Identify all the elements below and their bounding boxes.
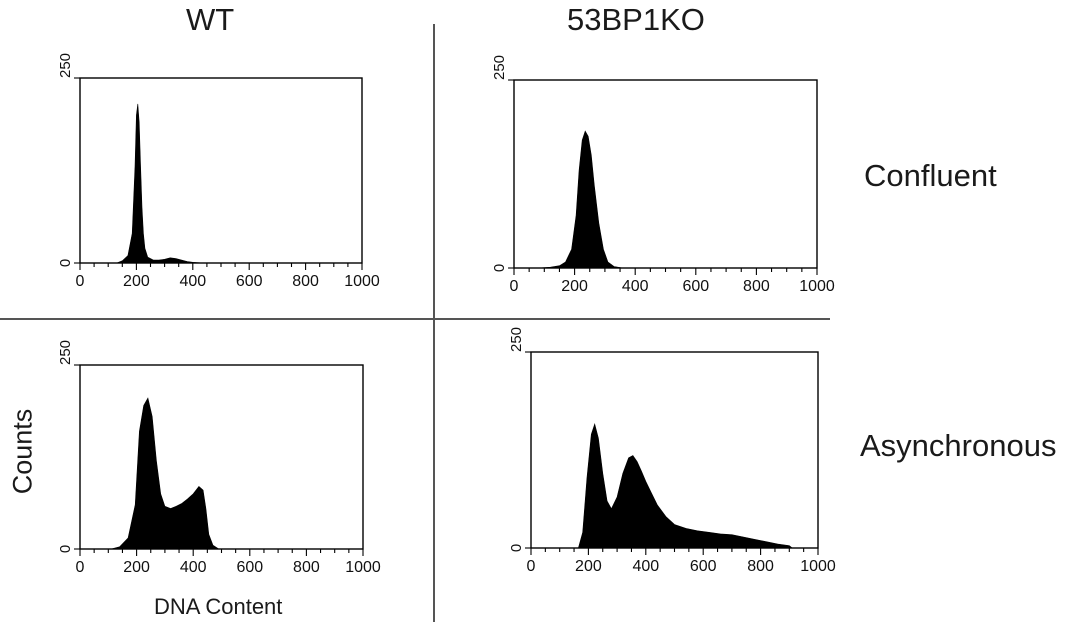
x-tick-label: 0 bbox=[76, 273, 85, 290]
histogram-area bbox=[538, 130, 624, 269]
x-tick-label: 800 bbox=[292, 273, 319, 290]
x-tick-label: 800 bbox=[293, 559, 320, 576]
histogram-area bbox=[578, 423, 794, 549]
x-tick-label: 1000 bbox=[344, 273, 380, 290]
histogram-area bbox=[111, 397, 220, 550]
y-tick-label: 0 bbox=[508, 544, 525, 552]
y-tick-label: 250 bbox=[491, 55, 508, 80]
row-label-asynchronous: Asynchronous bbox=[860, 428, 1057, 463]
y-tick-label: 0 bbox=[491, 264, 508, 272]
y-tick-label: 0 bbox=[57, 259, 74, 267]
x-tick-label: 200 bbox=[123, 273, 150, 290]
vertical-divider bbox=[433, 24, 435, 622]
histogram-area bbox=[116, 103, 205, 264]
x-tick-label: 200 bbox=[561, 278, 588, 295]
x-tick-label: 600 bbox=[690, 558, 717, 575]
y-tick-label: 250 bbox=[57, 53, 74, 78]
x-tick-label: 1000 bbox=[800, 558, 836, 575]
x-tick-label: 400 bbox=[180, 559, 207, 576]
plot-frame bbox=[530, 351, 819, 549]
x-tick-label: 0 bbox=[510, 278, 519, 295]
horizontal-divider bbox=[0, 318, 830, 320]
x-tick-label: 400 bbox=[622, 278, 649, 295]
y-tick-label: 250 bbox=[57, 340, 74, 365]
x-axis-label: DNA Content bbox=[154, 594, 283, 619]
x-tick-label: 0 bbox=[76, 559, 85, 576]
x-tick-label: 1000 bbox=[345, 559, 381, 576]
x-tick-label: 600 bbox=[682, 278, 709, 295]
x-tick-label: 400 bbox=[179, 273, 206, 290]
y-tick-label: 0 bbox=[57, 545, 74, 553]
x-tick-label: 600 bbox=[236, 559, 263, 576]
x-tick-label: 0 bbox=[527, 558, 536, 575]
x-tick-label: 1000 bbox=[799, 278, 835, 295]
x-tick-label: 800 bbox=[743, 278, 770, 295]
x-tick-label: 400 bbox=[632, 558, 659, 575]
x-tick-label: 200 bbox=[123, 559, 150, 576]
column-header-53bp1ko: 53BP1KO bbox=[567, 2, 705, 37]
column-header-wt: WT bbox=[186, 2, 235, 37]
y-tick-label: 250 bbox=[508, 327, 525, 352]
x-tick-label: 200 bbox=[575, 558, 602, 575]
row-label-confluent: Confluent bbox=[864, 158, 997, 193]
x-tick-label: 800 bbox=[747, 558, 774, 575]
x-tick-label: 600 bbox=[236, 273, 263, 290]
